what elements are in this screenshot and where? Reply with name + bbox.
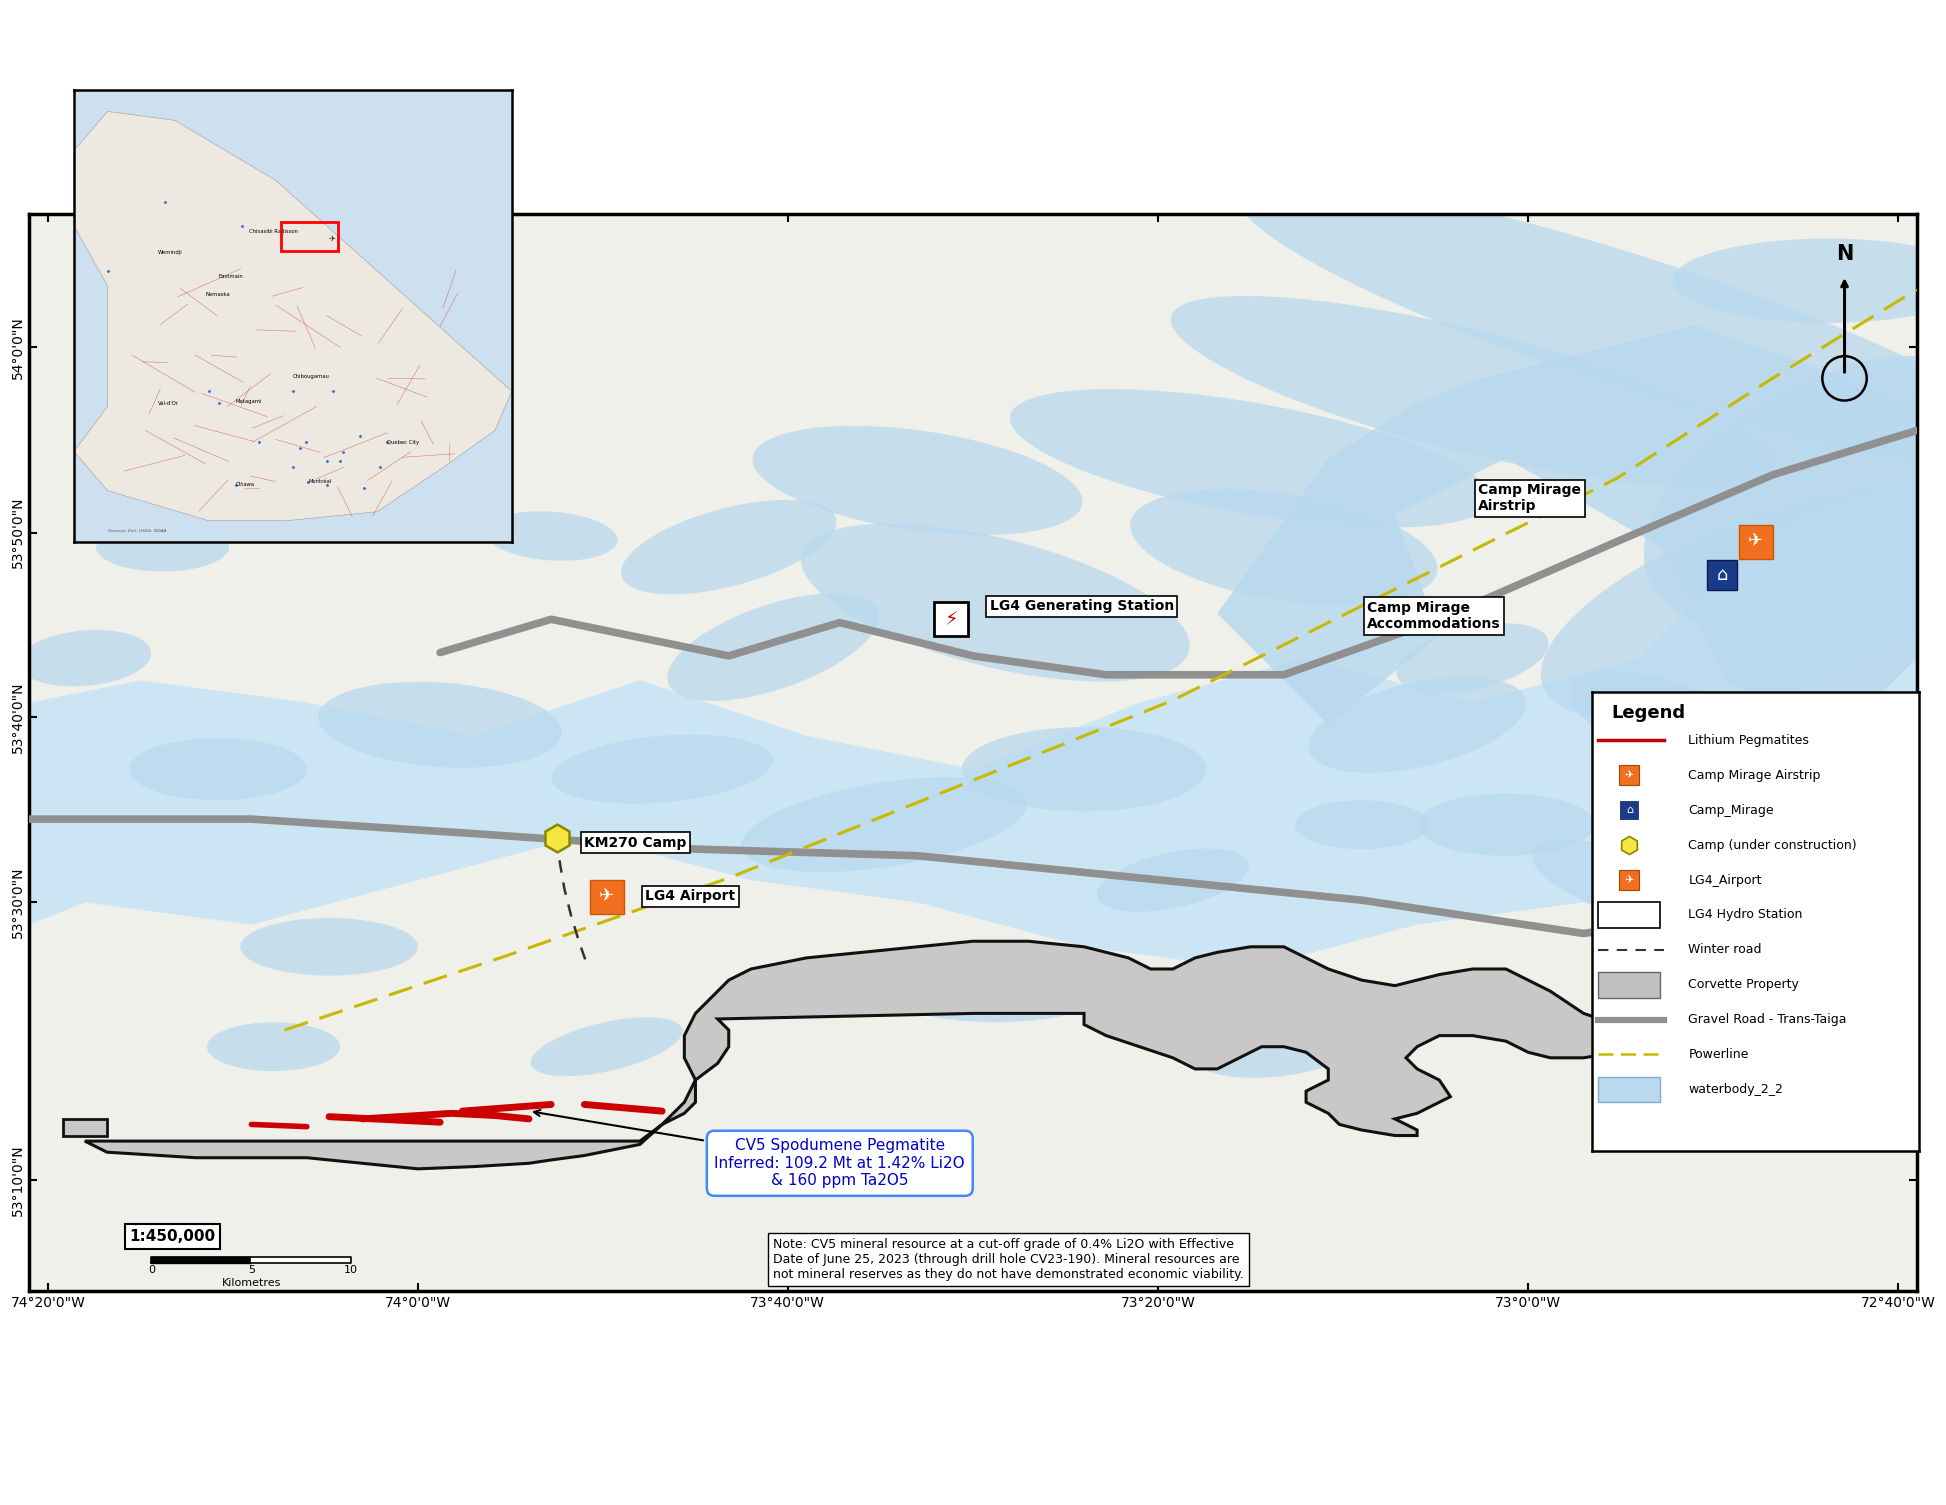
Ellipse shape <box>206 1022 341 1072</box>
Text: Powerline: Powerline <box>1689 1047 1749 1061</box>
Ellipse shape <box>18 631 152 686</box>
Ellipse shape <box>1644 355 1946 628</box>
Text: Camp Mirage
Accommodations: Camp Mirage Accommodations <box>1368 600 1500 631</box>
Ellipse shape <box>1532 840 1703 921</box>
Text: Ottawa: Ottawa <box>235 482 255 488</box>
Ellipse shape <box>1010 390 1491 527</box>
Text: ⚡: ⚡ <box>944 610 957 629</box>
Polygon shape <box>29 835 1917 1291</box>
Text: Matagami: Matagami <box>235 399 263 405</box>
Text: ✈: ✈ <box>329 233 335 242</box>
Text: Chibougamau: Chibougamau <box>292 373 329 379</box>
Ellipse shape <box>1397 623 1549 694</box>
Text: Legend: Legend <box>1611 704 1685 722</box>
Text: N: N <box>1835 244 1853 263</box>
Ellipse shape <box>1570 671 1820 801</box>
Ellipse shape <box>531 1017 683 1076</box>
Ellipse shape <box>753 426 1082 536</box>
Ellipse shape <box>1308 677 1526 774</box>
Ellipse shape <box>800 524 1189 682</box>
Text: Kilometres: Kilometres <box>222 1278 280 1288</box>
Ellipse shape <box>274 482 383 524</box>
Text: Camp (under construction): Camp (under construction) <box>1689 838 1856 852</box>
Ellipse shape <box>1294 801 1428 849</box>
Ellipse shape <box>1197 1016 1372 1078</box>
Text: Val-d'Or: Val-d'Or <box>158 400 179 406</box>
Ellipse shape <box>667 593 880 701</box>
Text: ✈: ✈ <box>1625 874 1635 885</box>
Ellipse shape <box>319 682 562 768</box>
Ellipse shape <box>1541 485 1946 721</box>
Text: Camp_Mirage: Camp_Mirage <box>1689 804 1775 817</box>
Ellipse shape <box>95 522 230 572</box>
Text: LG4_Airport: LG4_Airport <box>1689 873 1761 886</box>
Text: Lithium Pegmatites: Lithium Pegmatites <box>1689 734 1810 746</box>
Polygon shape <box>86 941 1639 1169</box>
Text: LG4 Airport: LG4 Airport <box>646 889 736 903</box>
Text: waterbody_2_2: waterbody_2_2 <box>1689 1084 1783 1096</box>
Ellipse shape <box>1171 296 1775 488</box>
Text: Camp Mirage Airstrip: Camp Mirage Airstrip <box>1689 769 1821 783</box>
FancyBboxPatch shape <box>1598 972 1660 998</box>
Text: ⌂: ⌂ <box>1716 566 1728 584</box>
Text: Camp Mirage
Airstrip: Camp Mirage Airstrip <box>1479 483 1582 513</box>
Text: Nemaska: Nemaska <box>204 292 230 298</box>
Text: Quebec City: Quebec City <box>387 439 418 445</box>
Ellipse shape <box>551 734 773 804</box>
Bar <box>280 223 339 251</box>
Ellipse shape <box>1131 489 1438 605</box>
Ellipse shape <box>741 777 1027 871</box>
Text: 5: 5 <box>247 1266 255 1275</box>
Text: ✈: ✈ <box>1625 771 1635 781</box>
Text: Corvette Property: Corvette Property <box>1689 978 1800 992</box>
Text: LG4 Generating Station: LG4 Generating Station <box>991 599 1173 614</box>
Ellipse shape <box>485 512 617 561</box>
Polygon shape <box>62 1118 107 1136</box>
Text: ✈: ✈ <box>599 888 615 906</box>
Polygon shape <box>1218 325 1917 736</box>
Text: 1:450,000: 1:450,000 <box>128 1230 216 1245</box>
Ellipse shape <box>1238 181 1946 470</box>
Text: ⌂: ⌂ <box>1625 805 1633 816</box>
Text: LG4 Hydro Station: LG4 Hydro Station <box>1689 909 1802 921</box>
FancyBboxPatch shape <box>1598 901 1660 927</box>
Polygon shape <box>29 214 1917 769</box>
Text: Montréal: Montréal <box>307 479 331 485</box>
Ellipse shape <box>1417 793 1594 856</box>
Text: Wemindji: Wemindji <box>158 250 183 256</box>
Text: 10: 10 <box>344 1266 358 1275</box>
Text: CV5 Spodumene Pegmatite
Inferred: 109.2 Mt at 1.42% Li2O
& 160 ppm Ta2O5: CV5 Spodumene Pegmatite Inferred: 109.2 … <box>533 1111 965 1187</box>
Text: Note: CV5 mineral resource at a cut-off grade of 0.4% Li2O with Effective
Date o: Note: CV5 mineral resource at a cut-off … <box>773 1239 1243 1281</box>
Ellipse shape <box>128 737 307 801</box>
Text: ✈: ✈ <box>1748 533 1763 551</box>
FancyBboxPatch shape <box>1598 1076 1660 1102</box>
Text: Gravel Road - Trans-Taiga: Gravel Road - Trans-Taiga <box>1689 1013 1847 1026</box>
Ellipse shape <box>1098 849 1249 912</box>
Polygon shape <box>74 111 512 521</box>
Ellipse shape <box>621 500 837 594</box>
Text: Winter road: Winter road <box>1689 944 1761 956</box>
Text: 0: 0 <box>148 1266 156 1275</box>
Text: ⚡: ⚡ <box>1625 909 1635 921</box>
Ellipse shape <box>883 960 1105 1022</box>
Text: Eastmain: Eastmain <box>218 274 243 280</box>
Text: Chisasibi Radisson: Chisasibi Radisson <box>249 229 298 235</box>
Ellipse shape <box>1672 238 1946 324</box>
Text: KM270 Camp: KM270 Camp <box>584 835 687 850</box>
Ellipse shape <box>239 918 418 975</box>
Text: Sources: Esri, USGS, NOAA: Sources: Esri, USGS, NOAA <box>107 528 165 533</box>
Ellipse shape <box>961 727 1207 811</box>
